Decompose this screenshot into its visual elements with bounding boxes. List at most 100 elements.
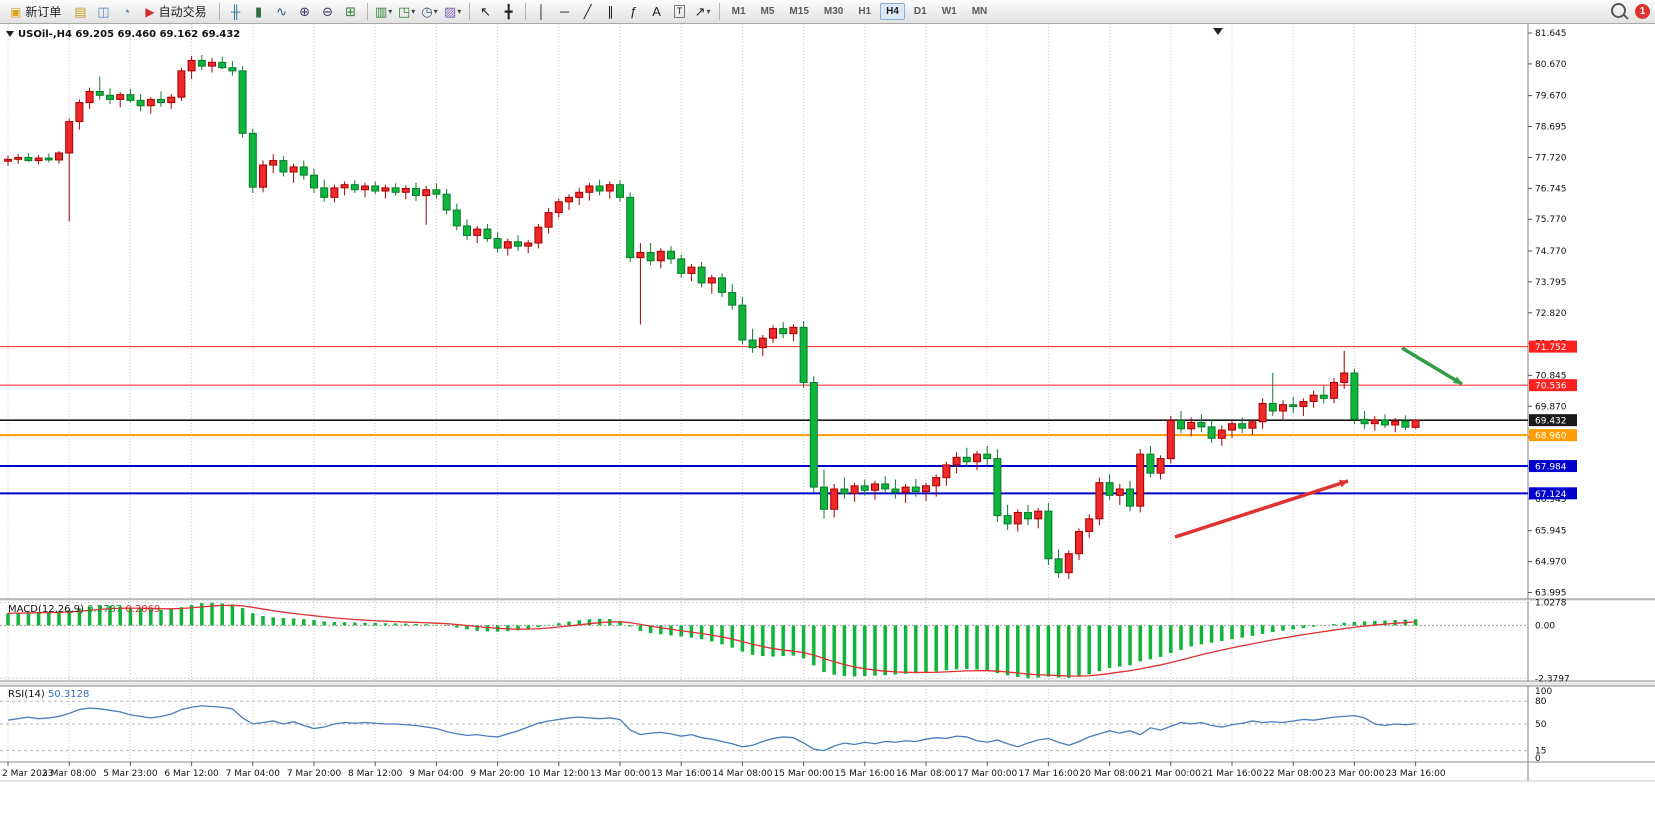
data-window-button[interactable]: ◫ xyxy=(92,2,114,22)
chevron-down-icon: ▾ xyxy=(457,6,462,16)
horizontal-lines xyxy=(0,346,1528,495)
trendline-tool-button[interactable]: ╱ xyxy=(577,2,599,22)
zoom-out-button[interactable]: ⊖ xyxy=(317,2,339,22)
candle xyxy=(993,449,1002,522)
toolbar-separator xyxy=(718,3,720,20)
candle xyxy=(1126,480,1134,512)
candle xyxy=(483,223,492,242)
arrows-tool-dropdown[interactable]: ↗ ▾ xyxy=(692,2,714,22)
time-axis-label: 15 Mar 00:00 xyxy=(774,769,834,779)
arrange-charts-dropdown[interactable]: ▥ ▾ xyxy=(373,2,395,22)
text-label-tool-button[interactable]: T xyxy=(669,2,691,22)
timeframe-h4[interactable]: H4 xyxy=(880,3,905,20)
data-window-icon: ◫ xyxy=(97,4,110,19)
timeframe-d1[interactable]: D1 xyxy=(913,6,927,17)
candle xyxy=(1411,419,1420,429)
candle xyxy=(524,239,533,254)
price-tag-label: 67.984 xyxy=(1535,463,1567,473)
candle xyxy=(381,184,390,199)
vertical-line-tool-button[interactable]: │ xyxy=(531,2,553,22)
macd-panel: 1.0278 0.00 -2.3797 MACD(12,26,9) 0.2787 0.… xyxy=(0,599,1570,684)
candle xyxy=(65,118,74,222)
candle xyxy=(401,185,410,200)
candle xyxy=(1289,397,1298,413)
periods-clock-dropdown[interactable]: ◷ ▾ xyxy=(419,2,441,22)
macd-axis-label: 1.0278 xyxy=(1535,599,1567,609)
time-axis-label: 9 Mar 04:00 xyxy=(409,769,464,779)
equidistant-channel-button[interactable]: ∥ xyxy=(600,2,622,22)
symbol-dropdown-icon[interactable] xyxy=(6,31,14,37)
candle xyxy=(809,376,818,493)
candle xyxy=(330,184,339,203)
time-axis-label: 13 Mar 00:00 xyxy=(590,769,650,779)
candle xyxy=(218,56,227,70)
candle xyxy=(748,328,757,353)
toolbar-separator xyxy=(366,3,368,20)
notification-badge[interactable]: 1 xyxy=(1635,4,1650,19)
clock-icon: ◷ xyxy=(421,4,433,19)
chevron-down-icon: ▾ xyxy=(706,6,711,16)
candlestick-chart-button[interactable]: ▮ xyxy=(248,2,270,22)
candle xyxy=(636,243,645,325)
candle xyxy=(656,248,665,269)
uptrend-arrow[interactable] xyxy=(1174,479,1349,539)
auto-trading-button-label: 自动交易 xyxy=(158,5,207,19)
horizontal-line-tool-button[interactable]: ─ xyxy=(554,2,576,22)
candle xyxy=(1146,445,1155,478)
search-icon[interactable] xyxy=(1611,3,1626,18)
market-watch-button[interactable]: ▤ xyxy=(69,2,91,22)
timeframe-m5[interactable]: M5 xyxy=(760,6,775,17)
candle xyxy=(901,483,910,503)
candle xyxy=(463,219,471,240)
line-chart-button[interactable]: ∿ xyxy=(271,2,293,22)
line-chart-icon: ∿ xyxy=(276,4,288,19)
ohlc-bars-chart-button[interactable]: ╫ xyxy=(225,2,247,22)
horizontal-line-icon: ─ xyxy=(560,4,570,19)
cursor-tool-button[interactable]: ↖ xyxy=(475,2,497,22)
new-order-icon: ▣ xyxy=(10,4,22,19)
toolbar: ▣ 新订单 ▤ ◫ ◔ ▶ 自动交易 ╫ ▮ ∿ ⊕ ⊖ ⊞ ▥ ▾ ◳ ▾ ◷ ▾ ▨ ▾ ↖ ╋ │ ─ ╱ ∥ ƒ A T ↗ ▾ M1 M… xyxy=(0,0,1655,24)
tile-windows-button[interactable]: ⊞ xyxy=(340,2,362,22)
time-axis-label: 20 Mar 08:00 xyxy=(1080,769,1140,779)
timeframe-m30[interactable]: M30 xyxy=(823,6,844,17)
timeframe-m15[interactable]: M15 xyxy=(789,6,809,17)
timeframe-m1[interactable]: M1 xyxy=(731,6,746,17)
candle xyxy=(299,160,308,180)
candle xyxy=(942,461,951,486)
timeframe-w1[interactable]: W1 xyxy=(941,6,957,17)
crosshair-tool-button[interactable]: ╋ xyxy=(498,2,520,22)
timeframe-h1[interactable]: H1 xyxy=(858,6,872,17)
chart-shift-marker-icon[interactable] xyxy=(1213,28,1223,35)
toolbar-separator xyxy=(524,3,526,20)
candle xyxy=(167,94,176,109)
candle xyxy=(646,243,655,266)
auto-trading-button[interactable]: ▶ 自动交易 xyxy=(138,1,213,22)
rsi-axis-label: 100 xyxy=(1535,687,1552,697)
chart-area[interactable]: 81.645 80.670 79.670 78.695 77.720 76.745 75.7… xyxy=(0,24,1655,782)
candle xyxy=(55,151,63,164)
indicators-dropdown[interactable]: ▨ ▾ xyxy=(442,2,464,22)
terminal-button[interactable]: ◔ xyxy=(115,2,137,22)
candle xyxy=(1248,419,1257,436)
candle xyxy=(779,322,788,339)
candle xyxy=(595,179,604,196)
new-chart-dropdown[interactable]: ◳ ▾ xyxy=(396,2,418,22)
candle xyxy=(758,334,767,356)
timeframe-mn[interactable]: MN xyxy=(971,6,988,17)
text-tool-button[interactable]: A xyxy=(646,2,668,22)
symbol-label: USOil-,H4 69.205 69.460 69.162 69.432 xyxy=(18,29,240,40)
zoom-in-button[interactable]: ⊕ xyxy=(294,2,316,22)
downtrend-arrow[interactable] xyxy=(1401,346,1463,386)
new-order-button[interactable]: ▣ 新订单 xyxy=(3,1,68,22)
candle xyxy=(1340,350,1349,389)
chart-canvas[interactable]: 81.645 80.670 79.670 78.695 77.720 76.745 75.7… xyxy=(0,24,1655,782)
candle xyxy=(1085,514,1094,538)
price-tag-label: 68.960 xyxy=(1535,432,1567,442)
candle xyxy=(534,223,543,249)
rsi-line xyxy=(7,705,1416,752)
price-axis-label: 64.970 xyxy=(1535,558,1567,568)
fibonacci-tool-button[interactable]: ƒ xyxy=(623,2,645,22)
candle xyxy=(310,168,318,193)
time-axis-label: 5 Mar 23:00 xyxy=(103,769,158,779)
zoom-out-icon: ⊖ xyxy=(322,4,334,19)
